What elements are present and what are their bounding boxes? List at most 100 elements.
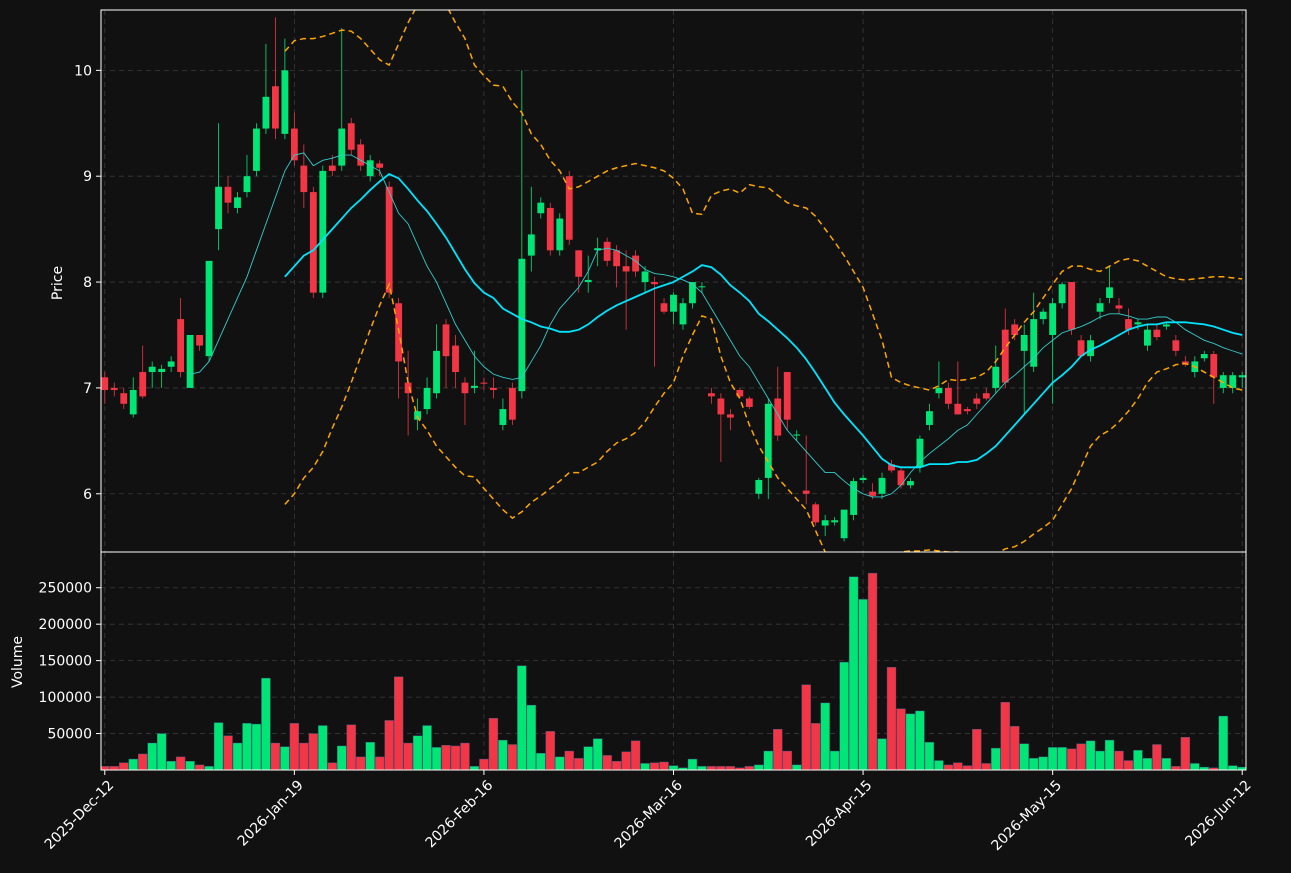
volume-bar (716, 766, 726, 770)
candle-body (1144, 329, 1151, 346)
candle-body (774, 398, 782, 436)
candle-body (603, 241, 611, 261)
candle-body (101, 377, 109, 391)
volume-bar (318, 725, 328, 770)
volume-bar (1114, 750, 1124, 770)
candle-body (973, 398, 981, 404)
candle-body (1106, 287, 1113, 298)
candle-body (1030, 319, 1038, 367)
candle-body (309, 192, 317, 293)
volume-bar (479, 758, 489, 770)
volume-bar (1228, 765, 1238, 770)
candle-body (755, 480, 763, 494)
y-tick-label: 250000 (39, 581, 92, 597)
volume-bar (346, 724, 356, 770)
volume-bar (545, 731, 555, 770)
candle-body (385, 186, 393, 293)
volume-bar (1152, 744, 1162, 770)
candle-body (992, 366, 1000, 388)
volume-bar (687, 758, 698, 770)
candle-body (982, 393, 990, 399)
volume-bar (1047, 747, 1058, 770)
candle-body (129, 390, 137, 415)
volume-bar (1180, 736, 1190, 770)
volume-bar (109, 766, 119, 770)
volume-bar (128, 758, 138, 770)
candle-body (234, 197, 241, 208)
candle-body (262, 96, 270, 129)
volume-bar (393, 676, 404, 770)
volume-bar (640, 763, 650, 770)
volume-bar (981, 763, 991, 770)
volume-bar (801, 684, 811, 770)
candle-body (812, 504, 820, 523)
volume-bar (441, 745, 451, 770)
volume-bar (175, 756, 186, 770)
candle-body (859, 477, 867, 481)
candle-body (148, 366, 156, 373)
candle-body (1096, 303, 1104, 312)
y-tick-label: 9 (83, 169, 92, 185)
candle-body (508, 387, 516, 420)
candle-body (177, 319, 185, 373)
y-tick-label: 6 (83, 487, 92, 503)
volume-bar (384, 720, 394, 770)
volume-bar (1237, 766, 1246, 770)
volume-bar (555, 756, 565, 770)
volume-bar (668, 765, 679, 770)
candle-body (290, 128, 298, 161)
x-tick-label: 2026-Jan-19 (235, 777, 307, 849)
candle-body (319, 170, 327, 293)
volume-bar (1161, 758, 1172, 770)
y-tick-label: 100000 (39, 690, 92, 706)
volume-bar (213, 722, 224, 770)
volume-bar (507, 744, 518, 770)
candle-body (1219, 375, 1227, 388)
candle-body (224, 186, 232, 203)
marks (101, 10, 1246, 552)
volume-bar (630, 740, 641, 770)
volume-bar (659, 761, 669, 770)
candle-body (1001, 329, 1009, 383)
volume-bar (934, 760, 944, 770)
candle-body (281, 70, 289, 134)
volume-bar (194, 764, 205, 770)
volume-bar (422, 725, 432, 770)
candle-body (1020, 334, 1028, 351)
candle-body (1210, 354, 1218, 378)
candle-body (1125, 319, 1132, 330)
candle-body (480, 382, 488, 384)
indicator-line (284, 281, 1243, 552)
candle-body (888, 464, 895, 471)
volume-bar (848, 576, 859, 770)
candle-body (271, 86, 279, 129)
volume-bar (621, 751, 631, 770)
volume-bar (839, 661, 849, 770)
volume-bar (1218, 715, 1228, 770)
candle-body (414, 411, 421, 420)
candle-body (689, 282, 696, 304)
candle-body (167, 361, 175, 367)
candle-body (613, 250, 621, 267)
volume-bar (1000, 701, 1010, 770)
volume-bar (403, 742, 413, 770)
candle-body (840, 509, 848, 539)
volume-bar (611, 761, 622, 770)
volume-bar (460, 742, 470, 770)
volume-bar (223, 735, 233, 770)
candle-body (1238, 375, 1246, 378)
volume-bar (412, 735, 423, 770)
candle-body (452, 345, 459, 373)
candle-body (793, 434, 801, 436)
volume-bar (953, 762, 963, 770)
volume-bar (166, 761, 176, 770)
candle-body (907, 481, 914, 486)
candle-body (404, 382, 412, 394)
candle-body (916, 438, 924, 468)
volume-bar (1029, 758, 1039, 770)
volume-bar (498, 739, 508, 770)
candle-body (1049, 303, 1057, 335)
candle-body (461, 382, 469, 394)
candle-body (357, 144, 365, 166)
candle-body (489, 387, 497, 391)
